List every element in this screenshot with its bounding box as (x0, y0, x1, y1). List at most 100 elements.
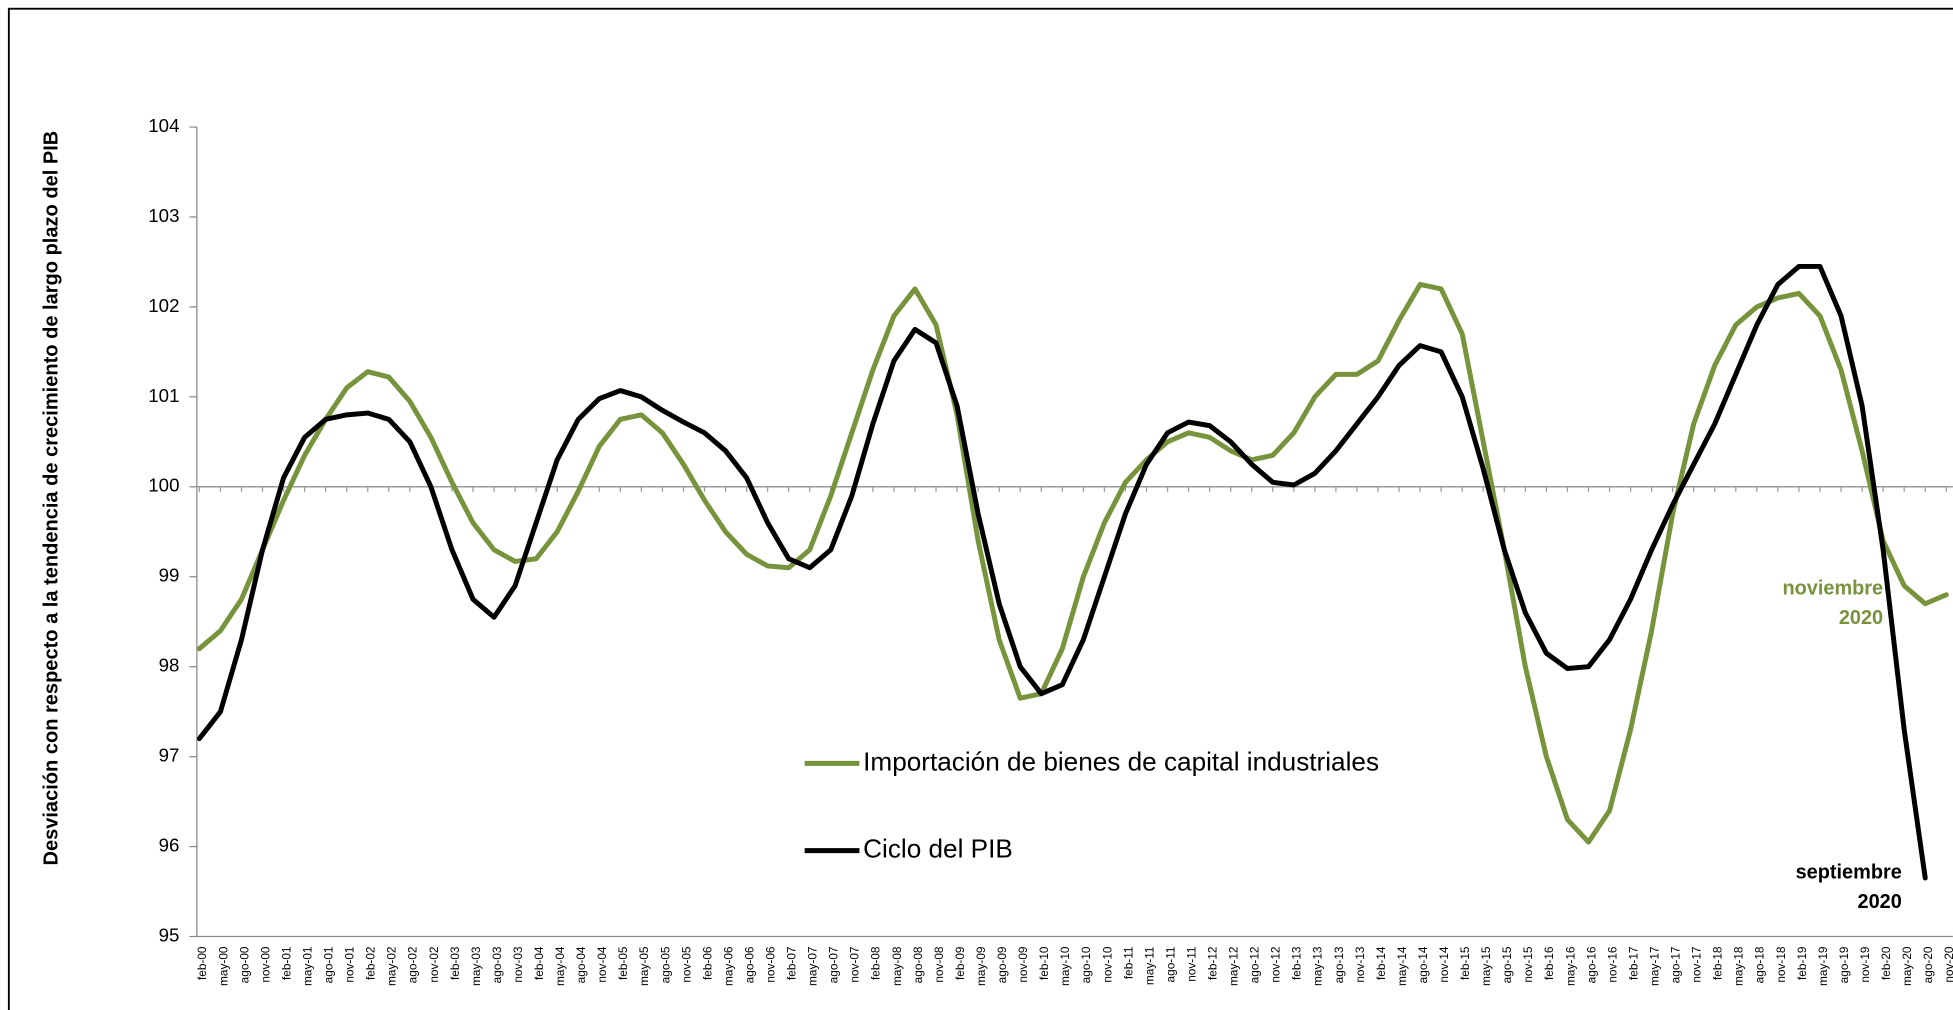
x-tick-label: feb-08 (869, 946, 883, 980)
y-tick-label: 103 (148, 205, 179, 226)
x-tick-label: may-00 (216, 946, 230, 986)
x-tick-label: feb-17 (1626, 946, 1640, 980)
x-tick-label: may-09 (974, 946, 988, 986)
y-tick-label: 100 (148, 475, 179, 496)
y-tick-label: 96 (159, 835, 180, 856)
y-axis-label: Desviación con respecto a la tendencia d… (41, 131, 63, 866)
x-tick-label: nov-13 (1353, 946, 1367, 983)
x-tick-label: ago-09 (995, 946, 1009, 983)
x-tick-label: nov-01 (343, 946, 357, 982)
x-tick-label: feb-07 (785, 946, 799, 980)
x-tick-label: may-13 (1311, 946, 1325, 986)
x-tick-label: ago-11 (1163, 946, 1177, 982)
x-tick-label: ago-12 (1248, 946, 1262, 983)
chart-frame (7, 7, 1953, 1010)
series-line (196, 281, 1949, 845)
x-tick-label: ago-15 (1500, 946, 1514, 983)
x-tick-label: ago-16 (1584, 946, 1598, 983)
annotation: septiembre (1796, 861, 1902, 883)
annotation: 2020 (1839, 607, 1883, 629)
x-tick-label: feb-00 (195, 946, 209, 980)
x-tick-label: nov-00 (258, 946, 272, 983)
x-tick-label: feb-02 (364, 946, 378, 980)
x-tick-label: may-18 (1732, 946, 1746, 986)
x-tick-label: may-04 (553, 946, 567, 986)
x-tick-label: may-03 (469, 946, 483, 986)
series-line (196, 263, 1928, 881)
annotation: 2020 (1858, 891, 1902, 913)
x-tick-label: ago-07 (827, 946, 841, 983)
y-tick-label: 102 (148, 295, 179, 316)
x-tick-label: nov-02 (427, 946, 441, 982)
x-tick-label: ago-03 (490, 946, 504, 983)
x-tick-label: ago-13 (1332, 946, 1346, 983)
x-tick-label: may-02 (385, 946, 399, 985)
x-tick-label: nov-16 (1605, 946, 1619, 983)
x-tick-label: feb-04 (532, 946, 546, 980)
x-tick-label: ago-02 (406, 946, 420, 983)
x-tick-label: nov-03 (511, 946, 525, 983)
x-tick-label: feb-15 (1458, 946, 1472, 980)
x-tick-label: ago-18 (1753, 946, 1767, 983)
x-tick-label: ago-06 (742, 946, 756, 983)
x-tick-label: nov-08 (932, 946, 946, 983)
x-tick-label: feb-03 (448, 946, 462, 980)
x-tick-label: ago-19 (1837, 946, 1851, 983)
x-tick-label: may-06 (721, 946, 735, 986)
x-tick-label: ago-08 (911, 946, 925, 983)
x-tick-label: may-05 (637, 946, 651, 986)
x-tick-label: nov-18 (1774, 946, 1788, 983)
x-tick-label: may-07 (806, 946, 820, 985)
x-tick-label: may-12 (1227, 946, 1241, 985)
x-tick-label: may-01 (300, 946, 314, 985)
legend-label: Ciclo del PIB (863, 833, 1013, 863)
x-tick-label: ago-04 (574, 946, 588, 983)
x-tick-label: nov-20 (1942, 946, 1953, 983)
x-tick-label: may-17 (1647, 946, 1661, 985)
y-tick-label: 101 (148, 385, 179, 406)
x-tick-label: may-14 (1395, 946, 1409, 986)
x-tick-label: nov-07 (848, 946, 862, 982)
x-tick-label: feb-09 (953, 946, 967, 980)
x-tick-label: feb-12 (1205, 946, 1219, 980)
y-tick-label: 97 (159, 745, 180, 766)
y-tick-label: 104 (148, 115, 179, 136)
x-tick-label: may-19 (1816, 946, 1830, 986)
x-tick-label: nov-15 (1521, 946, 1535, 983)
y-tick-label: 98 (159, 655, 180, 676)
x-tick-label: ago-01 (322, 946, 336, 983)
x-tick-label: may-15 (1479, 946, 1493, 986)
y-tick-label: 99 (159, 565, 180, 586)
x-tick-label: may-10 (1058, 946, 1072, 986)
x-tick-label: feb-20 (1879, 946, 1893, 980)
x-tick-label: ago-17 (1669, 946, 1683, 983)
x-tick-label: nov-09 (1016, 946, 1030, 983)
x-tick-label: ago-14 (1416, 946, 1430, 983)
x-tick-label: may-16 (1563, 946, 1577, 986)
x-tick-label: feb-01 (279, 946, 293, 980)
x-tick-label: feb-06 (700, 946, 714, 980)
x-tick-label: nov-06 (764, 946, 778, 983)
legend-label: Importación de bienes de capital industr… (863, 746, 1379, 776)
x-tick-label: feb-10 (1037, 946, 1051, 980)
x-tick-label: feb-19 (1795, 946, 1809, 980)
x-tick-label: nov-14 (1437, 946, 1451, 983)
x-tick-label: feb-14 (1374, 946, 1388, 980)
x-tick-label: nov-17 (1690, 946, 1704, 982)
x-tick-label: feb-13 (1290, 946, 1304, 980)
x-tick-label: nov-12 (1269, 946, 1283, 982)
x-tick-label: feb-11 (1121, 946, 1135, 979)
x-tick-label: ago-00 (237, 946, 251, 983)
x-tick-label: may-11 (1142, 946, 1156, 985)
x-tick-label: may-20 (1900, 946, 1914, 986)
y-tick-label: 95 (159, 924, 180, 945)
x-tick-label: feb-05 (616, 946, 630, 980)
x-tick-label: ago-20 (1921, 946, 1935, 983)
annotation: noviembre (1782, 577, 1883, 599)
x-tick-label: ago-10 (1079, 946, 1093, 983)
x-tick-label: nov-05 (679, 946, 693, 983)
x-tick-label: ago-05 (658, 946, 672, 983)
x-tick-label: nov-04 (595, 946, 609, 983)
x-tick-label: nov-10 (1100, 946, 1114, 983)
